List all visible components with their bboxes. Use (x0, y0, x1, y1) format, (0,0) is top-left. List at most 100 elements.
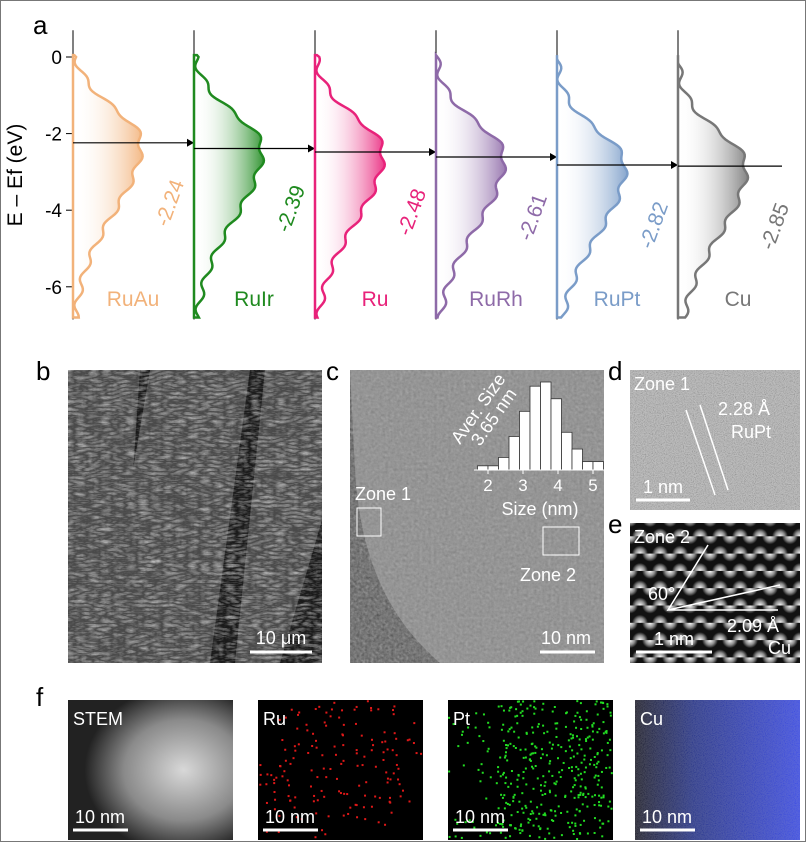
map-dot (532, 767, 535, 770)
map-dot (522, 700, 525, 703)
map-dot (464, 821, 467, 824)
map-dot (580, 718, 583, 721)
map-dot (283, 770, 286, 773)
map-dot (557, 757, 560, 760)
map-dot (362, 806, 365, 809)
map-dot (521, 792, 524, 795)
map-dot (559, 776, 562, 779)
map-dot (607, 805, 610, 808)
map-dot (560, 834, 563, 837)
map-dot (316, 776, 319, 779)
map-dot (569, 757, 572, 760)
map-dot (519, 748, 522, 751)
map-dot (534, 751, 537, 754)
map-dot (273, 791, 276, 794)
map-dot (323, 795, 326, 798)
map-dot (549, 760, 552, 763)
map-dot (591, 724, 594, 727)
map-dot (501, 773, 504, 776)
map-dot (596, 753, 599, 756)
map-dot (512, 745, 515, 748)
map-dot (341, 734, 344, 737)
map-dot (305, 723, 308, 726)
map-dot (532, 812, 535, 815)
map-dot (598, 804, 601, 807)
map-dot (544, 781, 547, 784)
map-dot (572, 786, 575, 789)
map-dot (572, 755, 575, 758)
map-dot (531, 810, 534, 813)
map-dot (482, 713, 485, 716)
map-dot (392, 713, 395, 716)
map-dot (259, 764, 262, 767)
map-dot (502, 771, 505, 774)
map-dot (329, 715, 332, 718)
map-dot (454, 818, 457, 821)
angle-lines (666, 544, 781, 612)
map-dot (313, 794, 316, 797)
map-dot (310, 769, 313, 772)
map-dot (406, 739, 409, 742)
map-dot (355, 705, 358, 708)
arrow-head (550, 152, 557, 161)
map-dot (293, 806, 296, 809)
map-dot (315, 812, 318, 815)
map-dot (353, 708, 356, 711)
map-dot (584, 766, 587, 769)
map-dot (516, 722, 519, 725)
map-dot (329, 767, 332, 770)
d-band-label: -2.61 (514, 191, 552, 244)
map-dot (564, 750, 567, 753)
map-dot (495, 782, 498, 785)
map-dot (573, 796, 576, 799)
map-dot (462, 764, 465, 767)
map-dot (347, 812, 350, 815)
map-dot (504, 754, 507, 757)
map-dot (534, 707, 537, 710)
map-dot (474, 726, 477, 729)
map-dot (529, 704, 532, 707)
map-dot (583, 754, 586, 757)
map-dot (522, 777, 525, 780)
map-dot (552, 819, 555, 822)
map-dot (448, 835, 451, 838)
map-dot (571, 821, 574, 824)
map-dot (509, 824, 512, 827)
map-dot (265, 830, 268, 833)
map-dot (596, 731, 599, 734)
zone-label: Zone 2 (520, 565, 576, 585)
panel-b: b 10 μm (36, 356, 322, 663)
map-dot (395, 737, 398, 740)
map-dot (384, 740, 387, 743)
map-dot (531, 726, 534, 729)
map-dot (502, 819, 505, 822)
map-dot (502, 739, 505, 742)
map-dot (585, 710, 588, 713)
map-dot (599, 701, 602, 704)
map-dot (529, 813, 532, 816)
map-dot (391, 749, 394, 752)
map-dot (530, 752, 533, 755)
map-dot (499, 831, 502, 834)
map-dot (586, 736, 589, 739)
map-dot (374, 795, 377, 798)
map-dot (610, 772, 613, 775)
map-dot (481, 771, 484, 774)
map-dot (546, 827, 549, 830)
map-dot (515, 708, 518, 711)
map-dot (580, 778, 583, 781)
map-dot (356, 764, 359, 767)
map-dot (505, 776, 508, 779)
map-dot (522, 811, 525, 814)
map-dot (521, 714, 524, 717)
map-dot (539, 784, 542, 787)
map-dot (542, 813, 545, 816)
map-dot (461, 730, 464, 733)
map-dot (605, 731, 608, 734)
map-dot (586, 726, 589, 729)
map-dot (554, 722, 557, 725)
map-dot (574, 714, 577, 717)
map-dot (342, 814, 345, 817)
map-dot (598, 801, 601, 804)
y-tick-label: -4 (45, 201, 62, 222)
